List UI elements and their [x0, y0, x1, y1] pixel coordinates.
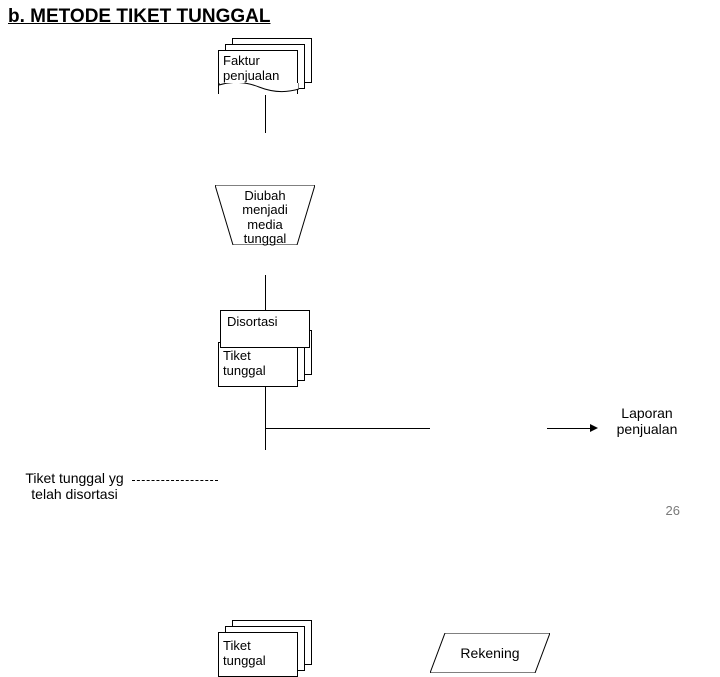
slide-number: 26 [666, 503, 680, 518]
manual-op-diubah: Diubahmenjadimediatunggal [215, 185, 315, 245]
process-label: Disortasi [227, 314, 278, 329]
document-label: Tikettunggal [223, 639, 266, 669]
document-tiket2: Tikettunggal [218, 620, 308, 675]
label-sortasi: Tiket tunggal ygtelah disortasi [12, 470, 137, 502]
connector [547, 428, 592, 429]
output-laporan: Laporanpenjualan [592, 405, 702, 437]
document-faktur: Fakturpenjualan [218, 38, 308, 93]
process-disortasi: Disortasi [220, 310, 310, 348]
manual-op-label: Diubahmenjadimediatunggal [215, 189, 315, 246]
document-label: Fakturpenjualan [223, 54, 279, 84]
wave-icon [219, 83, 299, 95]
document-label: Tikettunggal [223, 349, 266, 379]
connector-dashed [132, 480, 218, 481]
connector [265, 428, 430, 429]
page-title: b. METODE TIKET TUNGGAL [8, 6, 270, 28]
connector [265, 275, 266, 313]
connector [265, 95, 266, 133]
io-rekening: Rekening [430, 633, 550, 673]
io-label: Rekening [430, 633, 550, 673]
